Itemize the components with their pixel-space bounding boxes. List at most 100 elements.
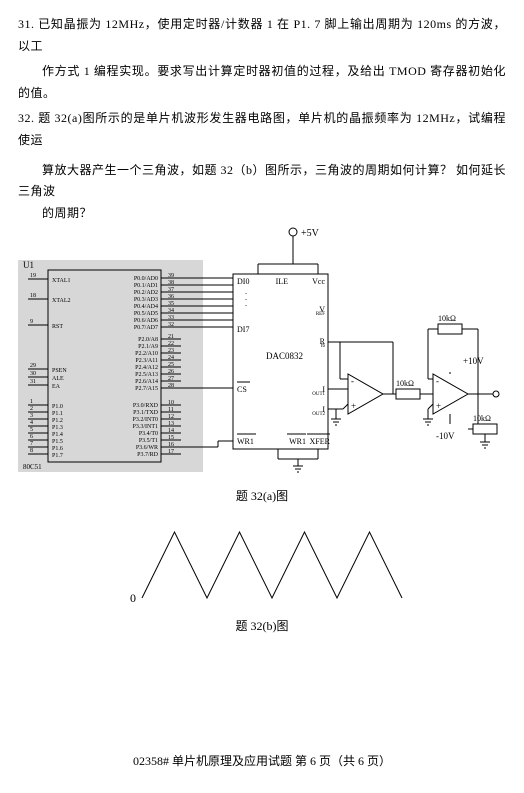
svg-text:P1.3: P1.3 <box>52 425 63 431</box>
svg-text:P0.5/AD5: P0.5/AD5 <box>134 311 158 317</box>
svg-text:30: 30 <box>30 371 36 377</box>
svg-text:33: 33 <box>168 315 174 321</box>
q32-line2: 算放大器产生一个三角波，如题 32（b）图所示，三角波的周期如何计算？ 如何延长… <box>18 160 506 203</box>
svg-text:P2.1/A9: P2.1/A9 <box>138 344 158 350</box>
svg-text:+: + <box>436 401 441 411</box>
svg-text:9: 9 <box>30 319 33 325</box>
r10k-mid: 10kΩ <box>396 379 414 388</box>
dac-box <box>233 274 328 449</box>
svg-text:XTAL2: XTAL2 <box>52 298 71 304</box>
svg-text:28: 28 <box>168 383 174 389</box>
svg-text:19: 19 <box>30 273 36 279</box>
svg-text:21: 21 <box>168 334 174 340</box>
svg-text:ILE: ILE <box>276 277 289 286</box>
svg-text:-: - <box>351 376 354 386</box>
svg-text:P2.0/A8: P2.0/A8 <box>138 337 158 343</box>
svg-text:25: 25 <box>168 362 174 368</box>
svg-text:P1.2: P1.2 <box>52 418 63 424</box>
svg-text:18: 18 <box>30 293 36 299</box>
svg-text:P3.4/T0: P3.4/T0 <box>139 431 158 437</box>
svg-text:WR1: WR1 <box>237 437 254 446</box>
svg-text:17: 17 <box>168 449 174 455</box>
svg-text:2: 2 <box>30 406 33 412</box>
svg-text:RST: RST <box>52 324 63 330</box>
svg-text:ALE: ALE <box>52 376 64 382</box>
svg-text:P3.0/RXD: P3.0/RXD <box>133 403 159 409</box>
svg-text:.: . <box>245 299 247 308</box>
q32-num: 32. <box>18 111 35 125</box>
q31-line2: 作方式 1 编程实现。要求写出计算定时器初值的过程，及给出 TMOD 寄存器初始… <box>18 61 506 104</box>
dac-label: DAC0832 <box>266 351 303 361</box>
svg-text:P1.4: P1.4 <box>52 432 63 438</box>
svg-text:P0.3/AD3: P0.3/AD3 <box>134 297 158 303</box>
caption-b: 题 32(b)图 <box>18 616 506 638</box>
u1-right-top: P0.0/AD039P0.1/AD138P0.2/AD237P0.3/AD336… <box>134 273 181 331</box>
zero-label: 0 <box>130 591 136 605</box>
svg-text:35: 35 <box>168 301 174 307</box>
svg-text:PSEN: PSEN <box>52 368 67 374</box>
triangle-wave <box>142 532 402 598</box>
svg-text:12: 12 <box>168 414 174 420</box>
opamp-1: - + <box>328 342 393 425</box>
svg-text:P2.7/A15: P2.7/A15 <box>135 386 158 392</box>
svg-text:16: 16 <box>168 442 174 448</box>
svg-text:P3.2/INT0: P3.2/INT0 <box>133 417 159 423</box>
svg-text:fb: fb <box>321 344 326 349</box>
svg-text:P0.6/AD6: P0.6/AD6 <box>134 318 158 324</box>
svg-text:OUT1: OUT1 <box>312 392 325 397</box>
svg-text:15: 15 <box>168 435 174 441</box>
svg-text:OUT2: OUT2 <box>312 412 325 417</box>
page-footer: 02358# 单片机原理及应用试题 第 6 页（共 6 页） <box>0 751 524 773</box>
svg-text:P2.5/A13: P2.5/A13 <box>135 372 158 378</box>
svg-text:4: 4 <box>30 420 33 426</box>
svg-text:P2.6/A14: P2.6/A14 <box>135 379 158 385</box>
svg-text:Vcc: Vcc <box>312 277 325 286</box>
svg-text:3: 3 <box>30 413 33 419</box>
diagram-b: 0 <box>112 514 412 614</box>
u1-right-bot: P3.0/RXD 10 P3.1/TXD 11 P3.2/INT0 12 P3.3/INT1… <box>133 400 182 458</box>
r10k-bot: 10kΩ <box>473 414 491 423</box>
svg-text:P0.0/AD0: P0.0/AD0 <box>134 276 158 282</box>
svg-text:P2.2/A10: P2.2/A10 <box>135 351 158 357</box>
svg-text:P3.7/RD: P3.7/RD <box>137 452 159 458</box>
minus10v: -10V <box>436 431 455 441</box>
q31-line1: 已知晶振为 12MHz，使用定时器/计数器 1 在 P1. 7 脚上输出周期为 … <box>18 17 506 53</box>
svg-text:6: 6 <box>30 434 33 440</box>
svg-text:P0.7/AD7: P0.7/AD7 <box>134 325 158 331</box>
svg-text:29: 29 <box>30 363 36 369</box>
plus10v: +10V <box>463 356 484 366</box>
svg-text:P3.6/WR: P3.6/WR <box>136 445 158 451</box>
svg-text:10: 10 <box>168 400 174 406</box>
svg-text:38: 38 <box>168 280 174 286</box>
svg-text:WR1: WR1 <box>289 437 306 446</box>
svg-text:31: 31 <box>30 379 36 385</box>
svg-text:P0.2/AD2: P0.2/AD2 <box>134 290 158 296</box>
svg-text:14: 14 <box>168 428 174 434</box>
svg-text:23: 23 <box>168 348 174 354</box>
svg-text:34: 34 <box>168 308 174 314</box>
svg-text:13: 13 <box>168 421 174 427</box>
svg-text:P1.7: P1.7 <box>52 453 63 459</box>
svg-text:P3.1/TXD: P3.1/TXD <box>133 410 159 416</box>
diagram-a: +5V U1 80C51 XTAL119 XTAL218 RST9 PSEN29… <box>18 224 506 484</box>
svg-text:24: 24 <box>168 355 174 361</box>
svg-text:CS: CS <box>237 385 247 394</box>
svg-text:-: - <box>436 376 439 386</box>
svg-text:26: 26 <box>168 369 174 375</box>
svg-text:5: 5 <box>30 427 33 433</box>
svg-text:P2.4/A12: P2.4/A12 <box>135 365 158 371</box>
svg-text:DI0: DI0 <box>237 277 249 286</box>
svg-text:P1.6: P1.6 <box>52 446 63 452</box>
svg-text:1: 1 <box>30 399 33 405</box>
svg-text:P3.5/T1: P3.5/T1 <box>139 438 158 444</box>
svg-text:P3.3/INT1: P3.3/INT1 <box>133 424 159 430</box>
u1-ref: 80C51 <box>23 463 42 471</box>
svg-text:XFER: XFER <box>310 437 331 446</box>
svg-text:36: 36 <box>168 294 174 300</box>
svg-text:DI7: DI7 <box>237 325 249 334</box>
svg-text:27: 27 <box>168 376 174 382</box>
supply-label: +5V <box>301 228 320 239</box>
svg-text:11: 11 <box>168 407 174 413</box>
u1-label: U1 <box>23 260 34 270</box>
svg-text:P2.3/A11: P2.3/A11 <box>135 358 158 364</box>
